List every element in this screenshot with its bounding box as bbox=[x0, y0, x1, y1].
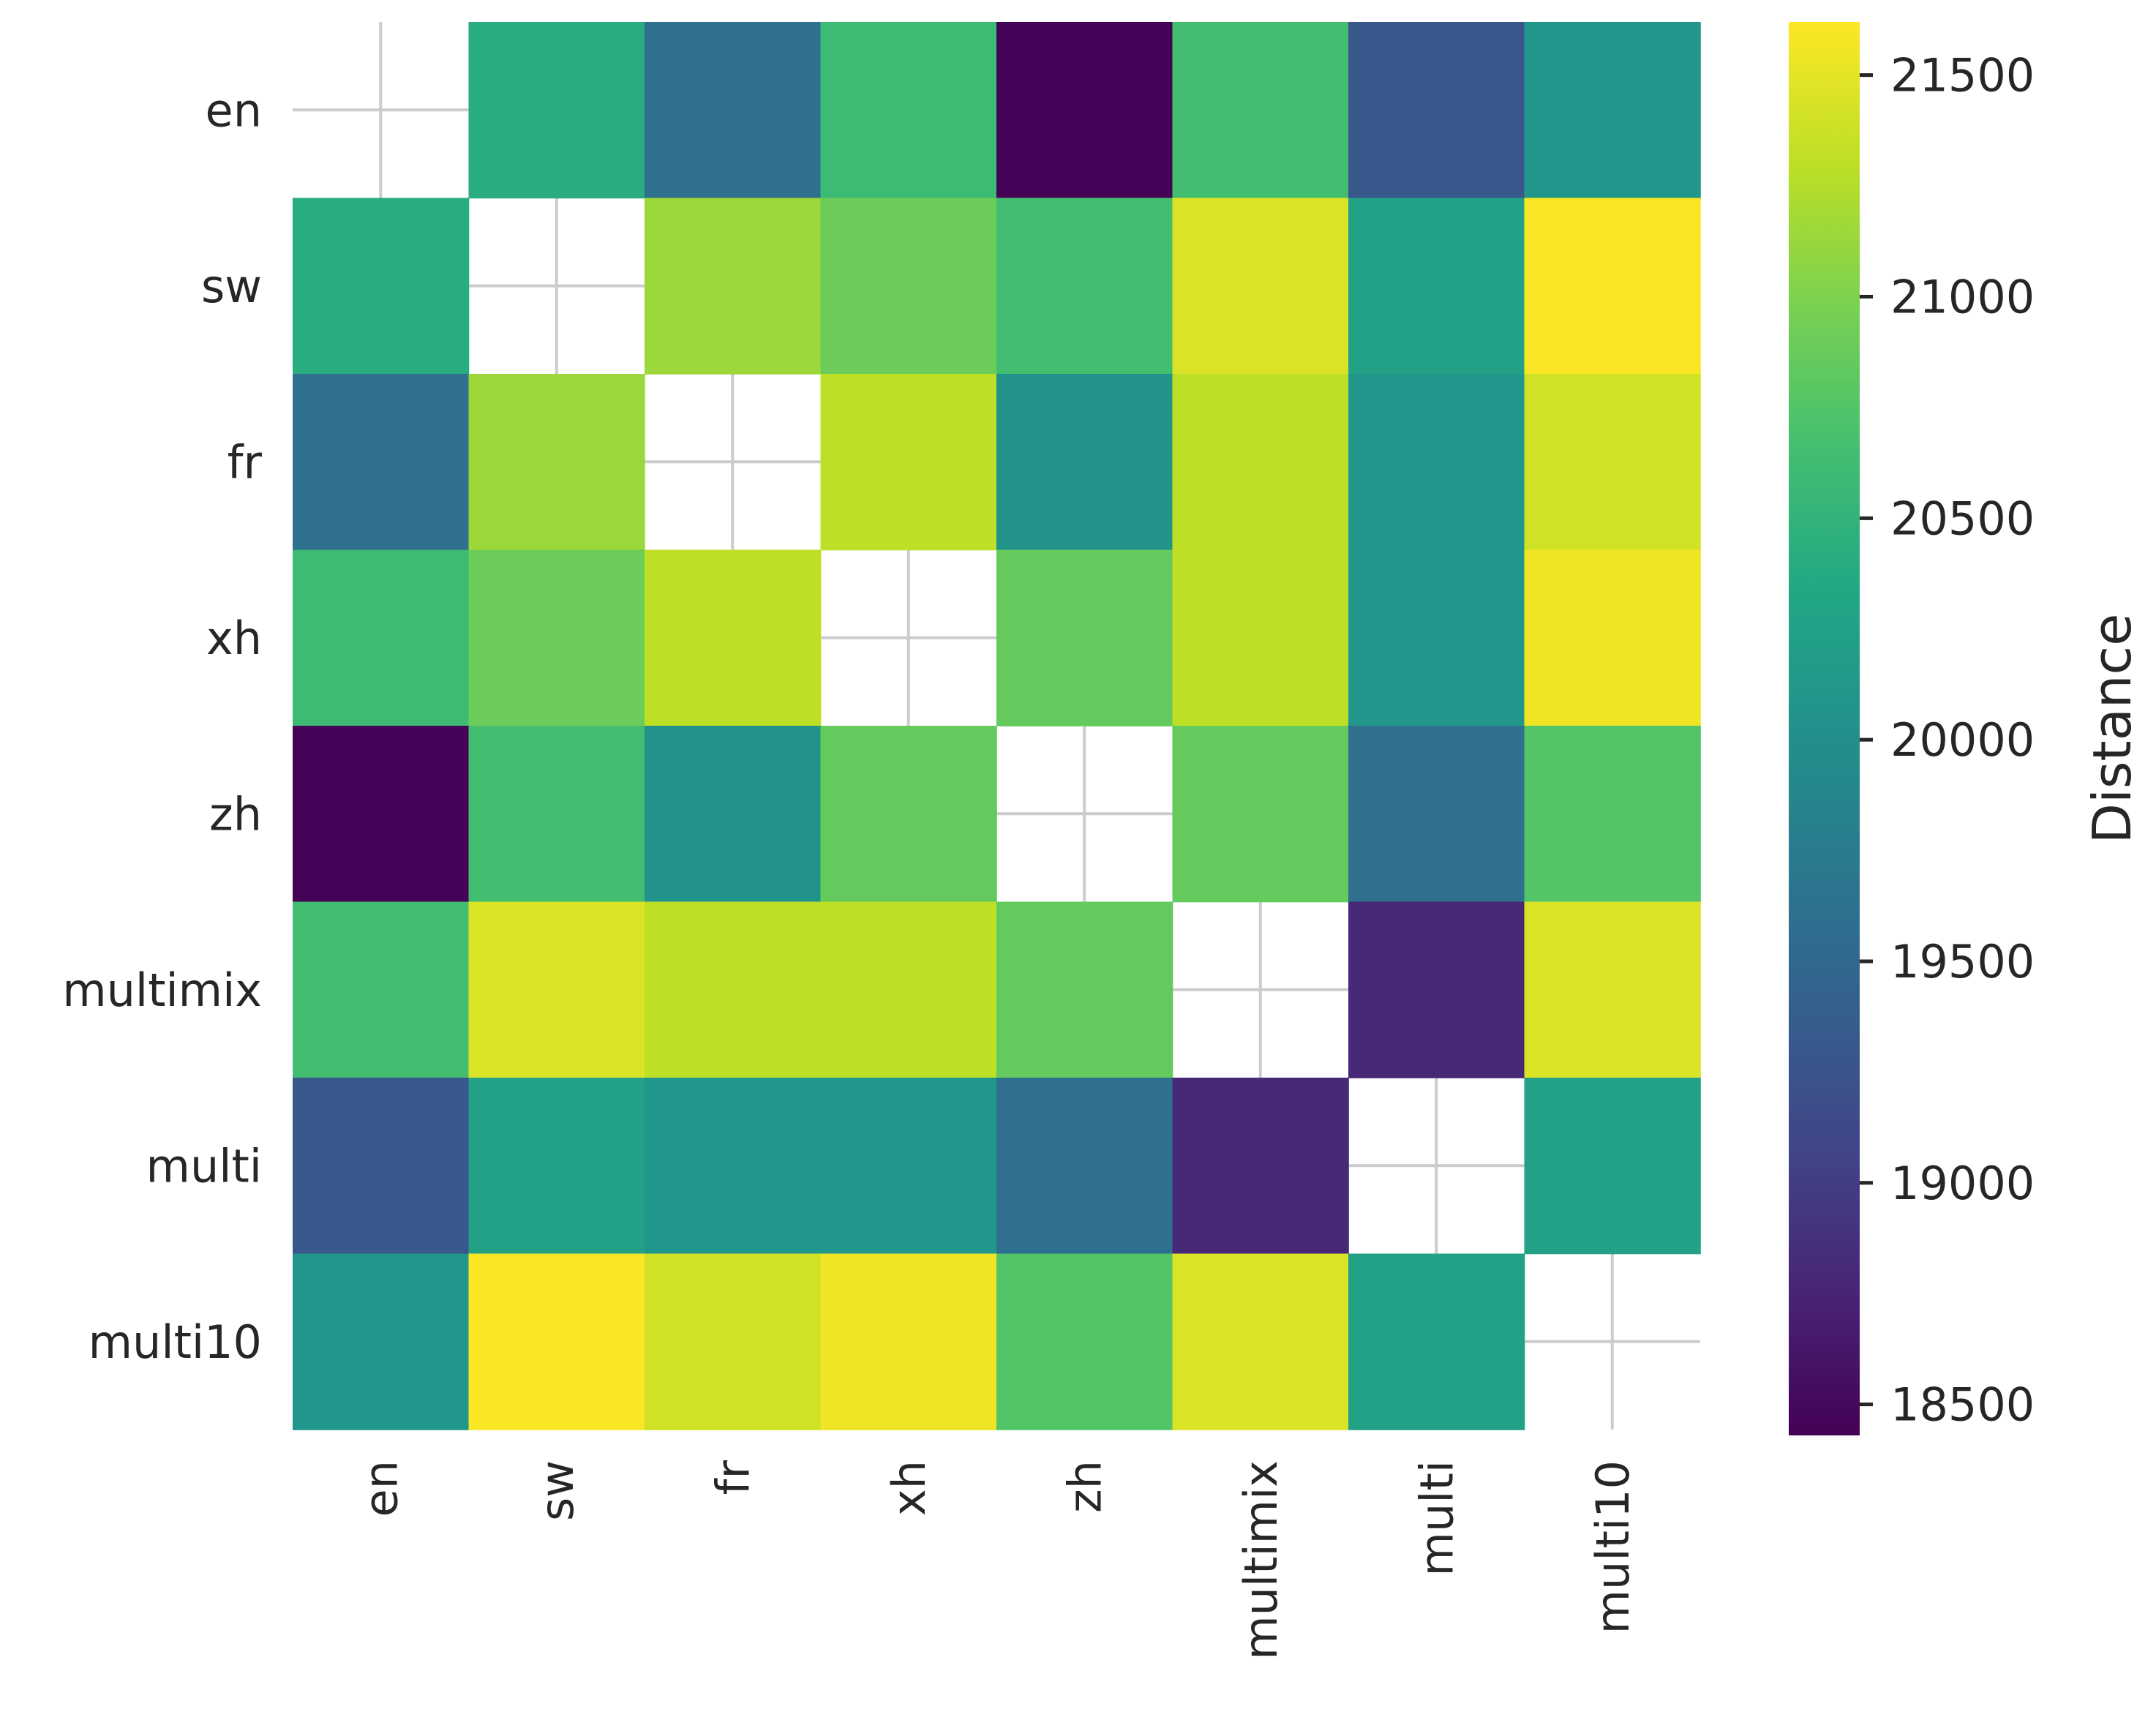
y-tick-label-xh: xh bbox=[206, 612, 262, 665]
heatmap-cell-zh-fr bbox=[645, 726, 822, 903]
heatmap-cell-en-fr bbox=[645, 22, 822, 199]
y-tick-labels: en sw fr xh zh multimix multi multi10 bbox=[62, 83, 262, 1369]
colorbar-tick-label: 21500 bbox=[1890, 49, 2035, 102]
heatmap-cell-multi-fr bbox=[645, 1078, 822, 1255]
heatmap-cell-zh-en bbox=[293, 726, 470, 903]
heatmap-cell-fr-zh bbox=[996, 374, 1173, 551]
x-tick-label-fr: fr bbox=[706, 1460, 759, 1495]
x-tick-label-multi: multi bbox=[1410, 1460, 1463, 1576]
y-tick-label-en: en bbox=[206, 83, 262, 137]
heatmap-cell-xh-sw bbox=[468, 549, 645, 726]
heatmap-cell-multimix-multi bbox=[1348, 901, 1525, 1078]
heatmap-cell-sw-fr bbox=[645, 198, 822, 375]
heatmap-cell-fr-sw bbox=[468, 374, 645, 551]
heatmap-cell-multimix-zh bbox=[996, 901, 1173, 1078]
heatmap-cell-fr-en bbox=[293, 374, 470, 551]
heatmap-cell-xh-fr bbox=[645, 549, 822, 726]
heatmap-cell-multi10-xh bbox=[820, 1253, 997, 1430]
y-tick-label-multi10: multi10 bbox=[89, 1315, 262, 1369]
heatmap-cell-xh-zh bbox=[996, 549, 1173, 726]
heatmap-cell-xh-multi10 bbox=[1524, 549, 1701, 726]
heatmap-cell-multi10-en bbox=[293, 1253, 470, 1430]
heatmap-cell-multi-en bbox=[293, 1078, 470, 1255]
colorbar-tick-label: 18500 bbox=[1890, 1378, 2035, 1432]
heatmap-cell-multi10-multimix bbox=[1172, 1253, 1349, 1430]
heatmap-cell-multi10-fr bbox=[645, 1253, 822, 1430]
heatmap-cell-multi-xh bbox=[820, 1078, 997, 1255]
colorbar-label: Distance bbox=[2081, 614, 2143, 844]
heatmap-cell-fr-multimix bbox=[1172, 374, 1349, 551]
heatmap-cell-fr-multi10 bbox=[1524, 374, 1701, 551]
heatmap-cells bbox=[293, 22, 1701, 1430]
heatmap-cell-multimix-xh bbox=[820, 901, 997, 1078]
colorbar-tick-label: 20000 bbox=[1890, 713, 2035, 767]
heatmap-cell-multi-multi10 bbox=[1524, 1078, 1701, 1255]
y-tick-label-zh: zh bbox=[209, 787, 262, 841]
colorbar-gradient bbox=[1789, 22, 1860, 1435]
heatmap-cell-multimix-multi10 bbox=[1524, 901, 1701, 1078]
colorbar: 18500 19000 19500 20000 20500 21000 21500 Dista… bbox=[1789, 22, 2143, 1435]
heatmap-cell-zh-multi10 bbox=[1524, 726, 1701, 903]
x-tick-label-en: en bbox=[354, 1460, 407, 1517]
heatmap-cell-zh-multimix bbox=[1172, 726, 1349, 903]
colorbar-tick-label: 20500 bbox=[1890, 492, 2035, 545]
heatmap-cell-multimix-en bbox=[293, 901, 470, 1078]
y-tick-label-fr: fr bbox=[228, 435, 263, 489]
colorbar-tick-label: 19500 bbox=[1890, 935, 2035, 988]
heatmap-cell-sw-en bbox=[293, 198, 470, 375]
heatmap-cell-sw-zh bbox=[996, 198, 1173, 375]
heatmap-cell-multi-multimix bbox=[1172, 1078, 1349, 1255]
heatmap-cell-multi10-zh bbox=[996, 1253, 1173, 1430]
x-tick-labels: en sw fr xh zh multimix multi multi10 bbox=[354, 1460, 1639, 1660]
heatmap-cell-sw-multimix bbox=[1172, 198, 1349, 375]
y-tick-label-sw: sw bbox=[201, 260, 262, 313]
x-tick-label-multimix: multimix bbox=[1234, 1460, 1288, 1660]
heatmap-cell-zh-xh bbox=[820, 726, 997, 903]
colorbar-tick-label: 21000 bbox=[1890, 270, 2035, 323]
x-tick-label-xh: xh bbox=[882, 1460, 936, 1516]
heatmap-cell-sw-multi bbox=[1348, 198, 1525, 375]
x-tick-label-sw: sw bbox=[530, 1460, 584, 1521]
heatmap-cell-xh-multi bbox=[1348, 549, 1525, 726]
heatmap-cell-multi10-sw bbox=[468, 1253, 645, 1430]
heatmap-cell-multimix-fr bbox=[645, 901, 822, 1078]
heatmap-cell-multi10-multi bbox=[1348, 1253, 1525, 1430]
heatmap-cell-en-multi10 bbox=[1524, 22, 1701, 199]
heatmap-cell-sw-multi10 bbox=[1524, 198, 1701, 375]
heatmap-cell-en-multi bbox=[1348, 22, 1525, 199]
heatmap-cell-xh-en bbox=[293, 549, 470, 726]
heatmap-cell-multi-sw bbox=[468, 1078, 645, 1255]
heatmap-cell-en-zh bbox=[996, 22, 1173, 199]
heatmap-cell-zh-sw bbox=[468, 726, 645, 903]
y-tick-label-multi: multi bbox=[146, 1139, 262, 1193]
x-tick-label-multi10: multi10 bbox=[1586, 1460, 1639, 1634]
heatmap-cell-en-sw bbox=[468, 22, 645, 199]
heatmap-cell-sw-xh bbox=[820, 198, 997, 375]
x-tick-label-zh: zh bbox=[1058, 1460, 1111, 1513]
y-tick-label-multimix: multimix bbox=[62, 964, 262, 1017]
heatmap-cell-zh-multi bbox=[1348, 726, 1525, 903]
heatmap-cell-xh-multimix bbox=[1172, 549, 1349, 726]
heatmap-cell-fr-multi bbox=[1348, 374, 1525, 551]
heatmap-cell-fr-xh bbox=[820, 374, 997, 551]
colorbar-tick-label: 19000 bbox=[1890, 1157, 2035, 1210]
heatmap-cell-multimix-sw bbox=[468, 901, 645, 1078]
heatmap-cell-en-multimix bbox=[1172, 22, 1349, 199]
heatmap-cell-multi-zh bbox=[996, 1078, 1173, 1255]
heatmap-cell-en-xh bbox=[820, 22, 997, 199]
